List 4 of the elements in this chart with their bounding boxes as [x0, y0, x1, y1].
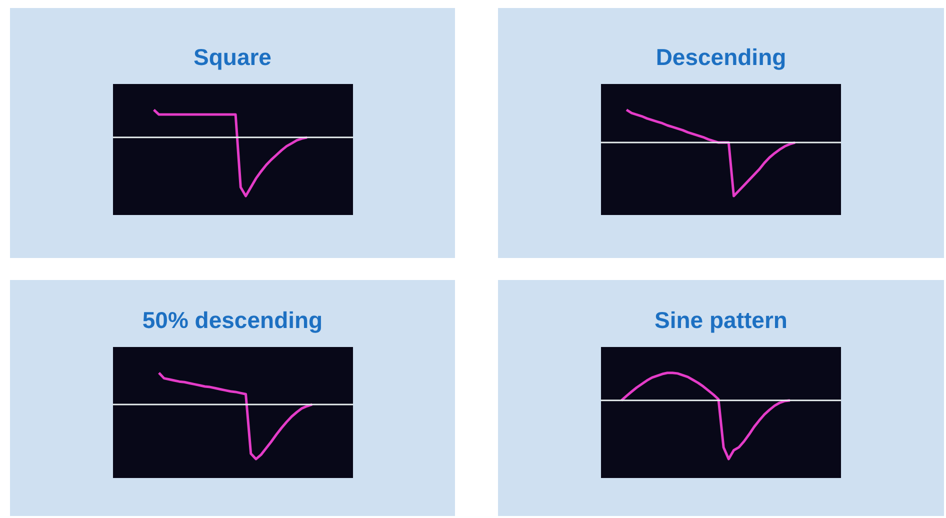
chart-title: Sine pattern	[654, 307, 788, 335]
chart-title: Descending	[656, 44, 786, 72]
chart-title: 50% descending	[142, 307, 323, 335]
chart-title: Square	[194, 44, 272, 72]
